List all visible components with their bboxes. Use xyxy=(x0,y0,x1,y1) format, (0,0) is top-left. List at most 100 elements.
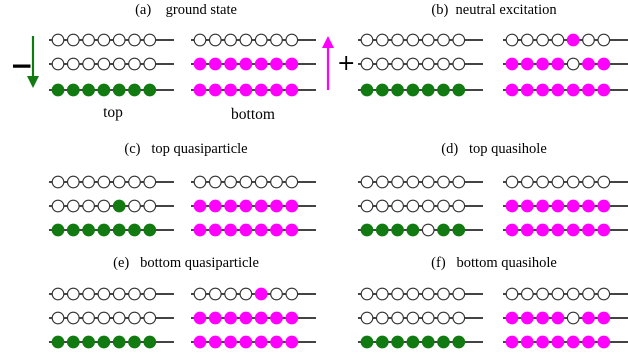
empty-orbital xyxy=(97,199,111,213)
empty-orbital xyxy=(551,33,565,47)
filled-orbital xyxy=(82,83,95,97)
filled-orbital xyxy=(520,83,534,97)
empty-orbital xyxy=(421,223,435,237)
empty-orbital xyxy=(406,311,420,325)
filled-orbital xyxy=(128,83,141,97)
filled-orbital xyxy=(254,223,268,237)
filled-orbital xyxy=(82,335,95,349)
filled-orbital xyxy=(285,335,299,349)
empty-orbital xyxy=(270,175,283,189)
empty-orbital xyxy=(520,175,534,189)
empty-orbital xyxy=(143,287,157,301)
filled-orbital xyxy=(51,83,65,97)
filled-orbital xyxy=(143,223,157,237)
empty-orbital xyxy=(193,287,207,301)
empty-orbital xyxy=(143,199,157,213)
filled-orbital xyxy=(536,199,549,213)
filled-orbital xyxy=(566,223,580,237)
filled-orbital xyxy=(566,83,580,97)
empty-orbital xyxy=(128,33,141,47)
filled-orbital xyxy=(437,83,450,97)
filled-orbital xyxy=(270,83,283,97)
empty-orbital xyxy=(391,311,404,325)
empty-orbital xyxy=(270,33,283,47)
empty-orbital xyxy=(582,33,595,47)
filled-orbital xyxy=(406,83,420,97)
filled-orbital xyxy=(406,335,420,349)
empty-orbital xyxy=(421,311,435,325)
filled-orbital xyxy=(239,199,253,213)
filled-orbital xyxy=(391,335,404,349)
filled-orbital xyxy=(360,335,374,349)
filled-orbital xyxy=(597,83,611,97)
filled-orbital xyxy=(505,57,519,71)
empty-orbital xyxy=(360,33,374,47)
empty-orbital xyxy=(66,199,80,213)
filled-orbital xyxy=(551,335,565,349)
empty-orbital xyxy=(452,311,466,325)
empty-orbital xyxy=(566,287,580,301)
empty-orbital xyxy=(82,33,95,47)
top-layer-label: top xyxy=(103,104,123,121)
empty-orbital xyxy=(566,311,580,325)
filled-orbital xyxy=(406,223,420,237)
empty-orbital xyxy=(437,287,450,301)
filled-orbital xyxy=(582,335,595,349)
empty-orbital xyxy=(391,287,404,301)
filled-orbital xyxy=(97,83,111,97)
filled-orbital xyxy=(208,57,222,71)
empty-orbital xyxy=(437,57,450,71)
filled-orbital xyxy=(285,83,299,97)
filled-orbital xyxy=(597,335,611,349)
filled-orbital xyxy=(254,335,268,349)
empty-orbital xyxy=(128,57,141,71)
filled-orbital xyxy=(520,311,534,325)
filled-orbital xyxy=(270,335,283,349)
filled-orbital xyxy=(391,83,404,97)
filled-orbital xyxy=(112,83,126,97)
filled-orbital xyxy=(66,335,80,349)
empty-orbital xyxy=(254,33,268,47)
filled-orbital xyxy=(128,223,141,237)
filled-orbital xyxy=(437,223,450,237)
filled-orbital xyxy=(566,33,580,47)
empty-orbital xyxy=(51,199,65,213)
empty-orbital xyxy=(391,199,404,213)
empty-orbital xyxy=(582,175,595,189)
empty-orbital xyxy=(66,175,80,189)
empty-orbital xyxy=(421,57,435,71)
empty-orbital xyxy=(128,311,141,325)
empty-orbital xyxy=(520,33,534,47)
empty-orbital xyxy=(406,57,420,71)
filled-orbital xyxy=(505,223,519,237)
filled-orbital xyxy=(597,223,611,237)
filled-orbital xyxy=(582,199,595,213)
empty-orbital xyxy=(566,57,580,71)
empty-orbital xyxy=(375,57,389,71)
empty-orbital xyxy=(285,175,299,189)
empty-orbital xyxy=(51,311,65,325)
empty-orbital xyxy=(452,287,466,301)
empty-orbital xyxy=(360,175,374,189)
filled-orbital xyxy=(224,57,237,71)
empty-orbital xyxy=(597,33,611,47)
empty-orbital xyxy=(82,311,95,325)
filled-orbital xyxy=(270,311,283,325)
filled-orbital xyxy=(143,335,157,349)
empty-orbital xyxy=(208,33,222,47)
empty-orbital xyxy=(224,175,237,189)
filled-orbital xyxy=(536,223,549,237)
empty-orbital xyxy=(285,287,299,301)
empty-orbital xyxy=(437,199,450,213)
empty-orbital xyxy=(143,57,157,71)
filled-orbital xyxy=(285,57,299,71)
empty-orbital xyxy=(128,199,141,213)
empty-orbital xyxy=(452,33,466,47)
filled-orbital xyxy=(112,223,126,237)
empty-orbital xyxy=(452,175,466,189)
up-arrow-icon xyxy=(322,36,334,48)
filled-orbital xyxy=(520,223,534,237)
empty-orbital xyxy=(143,33,157,47)
filled-orbital xyxy=(97,223,111,237)
